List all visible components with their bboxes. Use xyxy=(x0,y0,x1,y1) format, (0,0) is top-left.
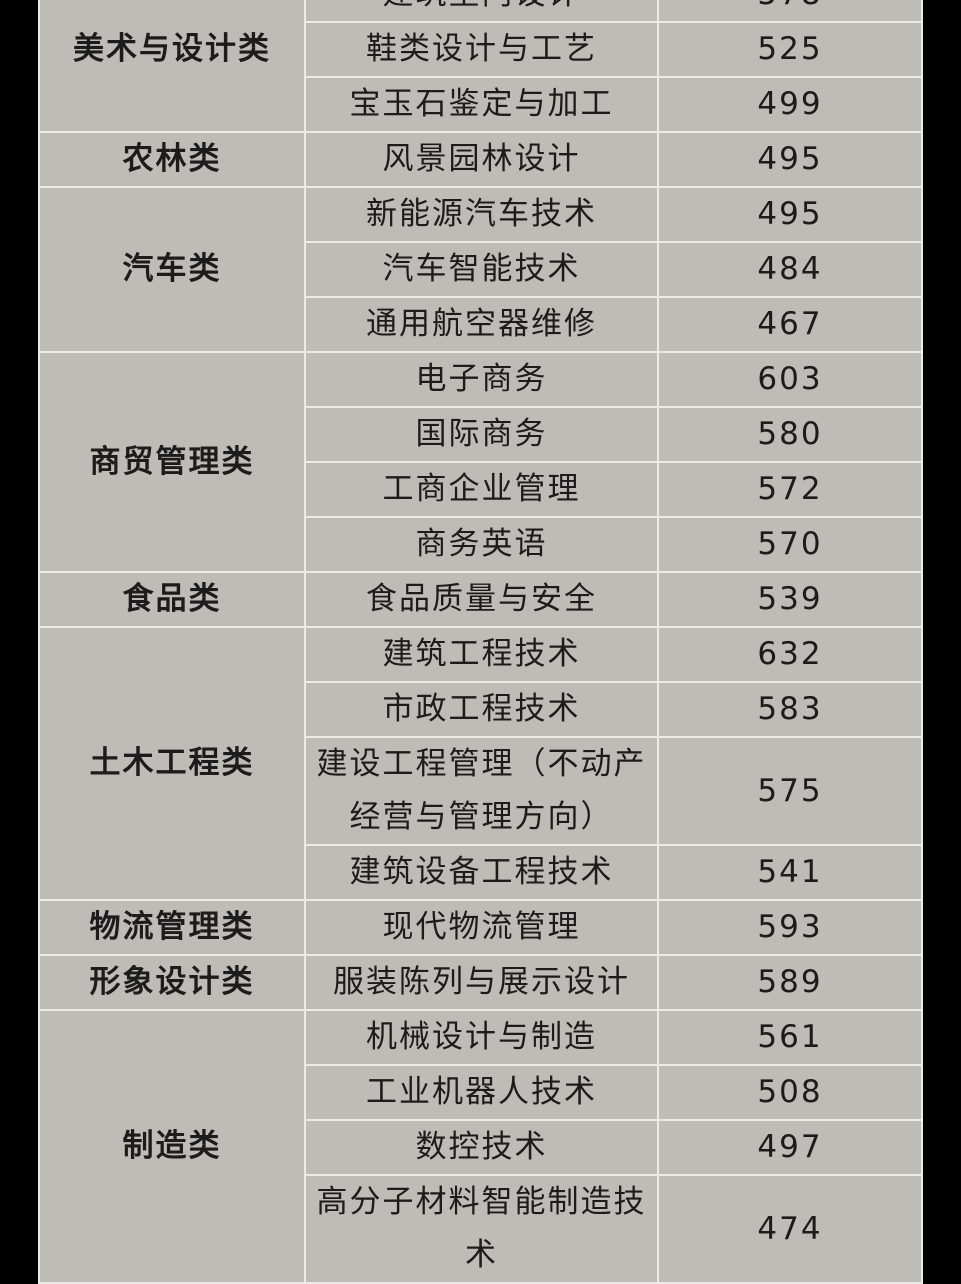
major-cell: 高分子材料智能制造技术 xyxy=(304,1174,659,1284)
major-cell: 建筑室内设计 xyxy=(304,0,659,23)
score-cell: 593 xyxy=(657,899,923,956)
table-row: 鞋类设计与工艺 525 xyxy=(39,21,923,78)
score-cell: 578 xyxy=(657,0,923,23)
table-wrap: 美术与设计类建筑室内设计578鞋类设计与工艺525宝玉石鉴定与加工499农林类风… xyxy=(38,0,923,1284)
table-row: 农林类 风景园林设计 495 xyxy=(38,131,923,188)
table-row: 形象设计类 服装陈列与展示设计 589 xyxy=(38,954,923,1011)
score-cell: 570 xyxy=(657,516,923,573)
major-cell: 商务英语 xyxy=(304,516,659,573)
major-cell: 电子商务 xyxy=(304,351,659,408)
table-row: 国际商务 580 xyxy=(39,406,923,463)
major-cell: 国际商务 xyxy=(304,406,659,463)
score-cell: 474 xyxy=(657,1174,923,1284)
score-cell: 525 xyxy=(657,21,923,78)
table-row: 汽车类 新能源汽车技术 495 xyxy=(38,186,923,353)
table-row: 工业机器人技术 508 xyxy=(39,1064,923,1121)
score-cell: 484 xyxy=(657,241,923,298)
score-cell: 495 xyxy=(657,131,923,188)
major-cell: 新能源汽车技术 xyxy=(304,186,659,243)
table-row: 市政工程技术 583 xyxy=(39,681,923,738)
category-cell: 汽车类 xyxy=(38,186,306,353)
category-cell: 商贸管理类 xyxy=(38,351,306,573)
major-cell: 风景园林设计 xyxy=(304,131,659,188)
major-cell: 汽车智能技术 xyxy=(304,241,659,298)
score-cell: 499 xyxy=(657,76,923,133)
table-row: 建筑设备工程技术 541 xyxy=(39,844,923,901)
score-cell: 508 xyxy=(657,1064,923,1121)
table-row: 汽车智能技术 484 xyxy=(39,241,923,298)
major-cell: 数控技术 xyxy=(304,1119,659,1176)
score-cell: 580 xyxy=(657,406,923,463)
score-cell: 589 xyxy=(657,954,923,1011)
score-cell: 541 xyxy=(657,844,923,901)
score-cell: 603 xyxy=(657,351,923,408)
score-cell: 632 xyxy=(657,626,923,683)
table-row: 美术与设计类建筑室内设计578 xyxy=(38,0,923,133)
major-cell: 宝玉石鉴定与加工 xyxy=(304,76,659,133)
score-cell: 575 xyxy=(657,736,923,846)
table-row: 宝玉石鉴定与加工 499 xyxy=(39,76,923,133)
table-row: 食品类 食品质量与安全 539 xyxy=(38,571,923,628)
category-cell: 土木工程类 xyxy=(38,626,306,901)
major-cell: 服装陈列与展示设计 xyxy=(304,954,659,1011)
table-row: 土木工程类 建筑工程技术 632 xyxy=(38,626,923,901)
score-cell: 583 xyxy=(657,681,923,738)
major-cell: 机械设计与制造 xyxy=(304,1009,659,1066)
table-row: 物流管理类 现代物流管理 593 xyxy=(38,899,923,956)
table-row: 高分子材料智能制造技术 474 xyxy=(39,1174,923,1284)
score-cell: 539 xyxy=(657,571,923,628)
major-cell: 市政工程技术 xyxy=(304,681,659,738)
category-cell: 美术与设计类 xyxy=(38,0,306,133)
table-row: 建设工程管理（不动产经营与管理方向） 575 xyxy=(39,736,923,846)
major-cell: 鞋类设计与工艺 xyxy=(304,21,659,78)
table-row: 通用航空器维修 467 xyxy=(39,296,923,353)
major-cell: 建筑设备工程技术 xyxy=(304,844,659,901)
major-cell: 通用航空器维修 xyxy=(304,296,659,353)
category-cell: 制造类 xyxy=(38,1009,306,1284)
score-table: 美术与设计类建筑室内设计578鞋类设计与工艺525宝玉石鉴定与加工499农林类风… xyxy=(38,0,923,1284)
score-cell: 561 xyxy=(657,1009,923,1066)
table-row: 商贸管理类 电子商务 603 xyxy=(38,351,923,573)
category-cell: 物流管理类 xyxy=(38,899,306,956)
major-cell: 食品质量与安全 xyxy=(304,571,659,628)
category-cell: 食品类 xyxy=(38,571,306,628)
category-cell: 农林类 xyxy=(38,131,306,188)
major-cell: 工业机器人技术 xyxy=(304,1064,659,1121)
major-cell: 现代物流管理 xyxy=(304,899,659,956)
table-row: 商务英语 570 xyxy=(39,516,923,573)
major-cell: 工商企业管理 xyxy=(304,461,659,518)
category-cell: 形象设计类 xyxy=(38,954,306,1011)
table-row: 数控技术 497 xyxy=(39,1119,923,1176)
score-cell: 497 xyxy=(657,1119,923,1176)
table-row: 工商企业管理 572 xyxy=(39,461,923,518)
score-cell: 495 xyxy=(657,186,923,243)
major-cell: 建设工程管理（不动产经营与管理方向） xyxy=(304,736,659,846)
score-cell: 572 xyxy=(657,461,923,518)
score-cell: 467 xyxy=(657,296,923,353)
table-row: 制造类 机械设计与制造 561 xyxy=(38,1009,923,1284)
major-cell: 建筑工程技术 xyxy=(304,626,659,683)
